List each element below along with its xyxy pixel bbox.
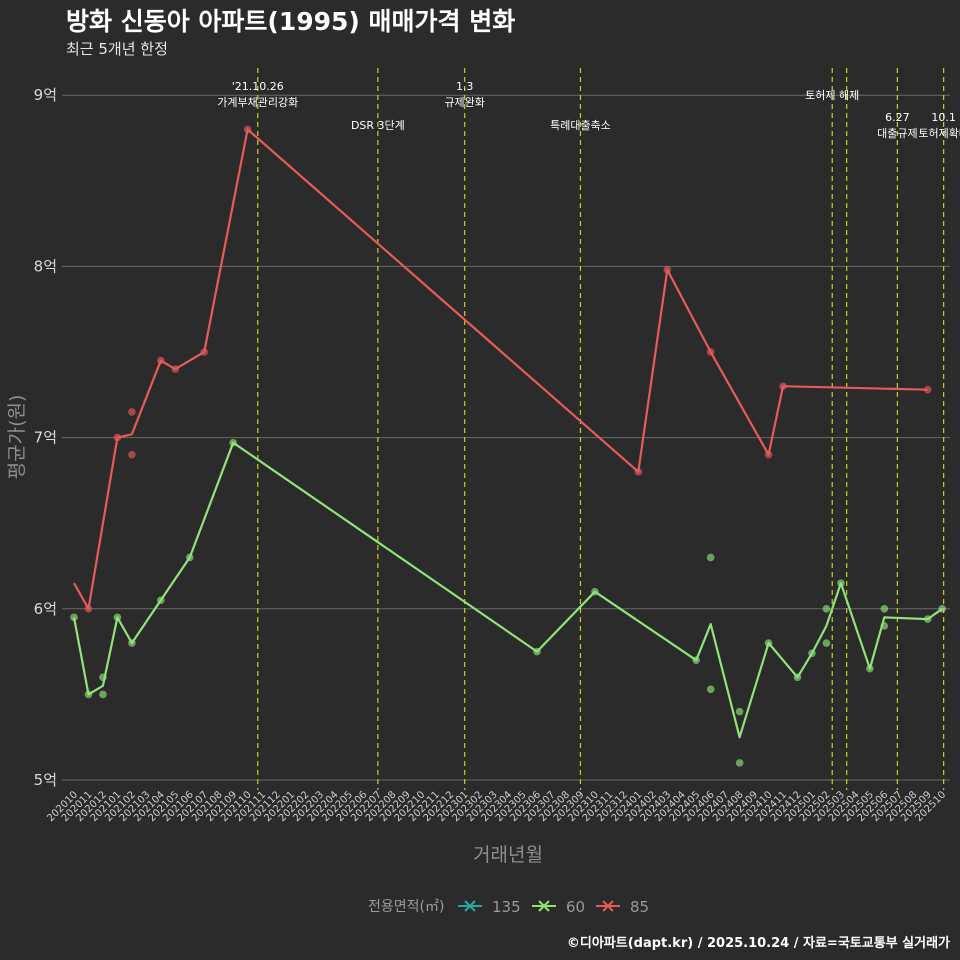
data-point <box>706 553 715 562</box>
data-point <box>822 605 831 613</box>
grid-lines <box>62 94 950 781</box>
event-label: DSR 3단계 <box>351 119 405 132</box>
series-line <box>72 441 943 739</box>
y-tick-label: 7억 <box>34 429 57 447</box>
legend-label: 60 <box>566 898 585 916</box>
legend-cross-icon <box>538 900 550 912</box>
event-label: 10.1 <box>931 111 956 124</box>
legend-label: 135 <box>492 898 521 916</box>
y-tick-label: 8억 <box>34 257 57 275</box>
y-tick-label: 5억 <box>34 771 57 789</box>
event-label: 대출규제 <box>877 127 917 140</box>
legend-label: 85 <box>630 898 649 916</box>
data-point <box>128 450 136 459</box>
legend: 전용면적(㎡) 135 60 85 <box>368 898 649 916</box>
y-tick-label: 9억 <box>34 86 57 104</box>
source-caption: ©디아파트(dapt.kr) / 2025.10.24 / 자료=국토교통부 실… <box>567 935 950 951</box>
event-label: 토허제확대 <box>918 127 960 140</box>
event-label: 가계부채관리강화 <box>217 96 298 109</box>
chart-subtitle: 최근 5개년 한정 <box>66 40 168 58</box>
data-point <box>99 690 107 699</box>
data-point <box>880 605 889 613</box>
legend-entry-135: 135 <box>458 898 521 916</box>
data-series <box>70 125 946 767</box>
data-point <box>70 613 78 622</box>
y-axis-title: 평균가(원) <box>6 395 28 480</box>
legend-entry-85: 85 <box>596 898 649 916</box>
x-axis-ticks: 2020102020112020122021012021022021032021… <box>45 789 948 824</box>
data-point <box>923 385 932 394</box>
x-axis-title: 거래년월 <box>473 844 543 866</box>
data-point <box>822 639 831 647</box>
data-point <box>706 685 715 694</box>
y-tick-label: 6억 <box>34 600 57 618</box>
y-axis-ticks: 5억 6억 7억 8억 9억 <box>34 86 57 789</box>
legend-cross-icon <box>464 900 476 912</box>
data-point <box>735 759 744 767</box>
data-point <box>128 408 136 416</box>
event-label: 규제완화 <box>444 96 484 109</box>
legend-cross-icon <box>602 900 614 912</box>
series-line <box>73 128 928 610</box>
event-label: 6.27 <box>885 111 910 124</box>
legend-title: 전용면적(㎡) <box>368 899 444 915</box>
event-label: 1.3 <box>456 80 474 93</box>
data-point <box>735 707 744 716</box>
event-label: '21.10.26 <box>232 80 284 93</box>
series-85 <box>73 125 932 613</box>
series-60 <box>70 438 946 767</box>
event-label: 토허제 해제 <box>805 88 859 102</box>
chart-title: 방화 신동아 아파트(1995) 매매가격 변화 <box>66 7 515 36</box>
event-label: 특례대출축소 <box>550 119 611 132</box>
legend-entry-60: 60 <box>532 898 585 916</box>
